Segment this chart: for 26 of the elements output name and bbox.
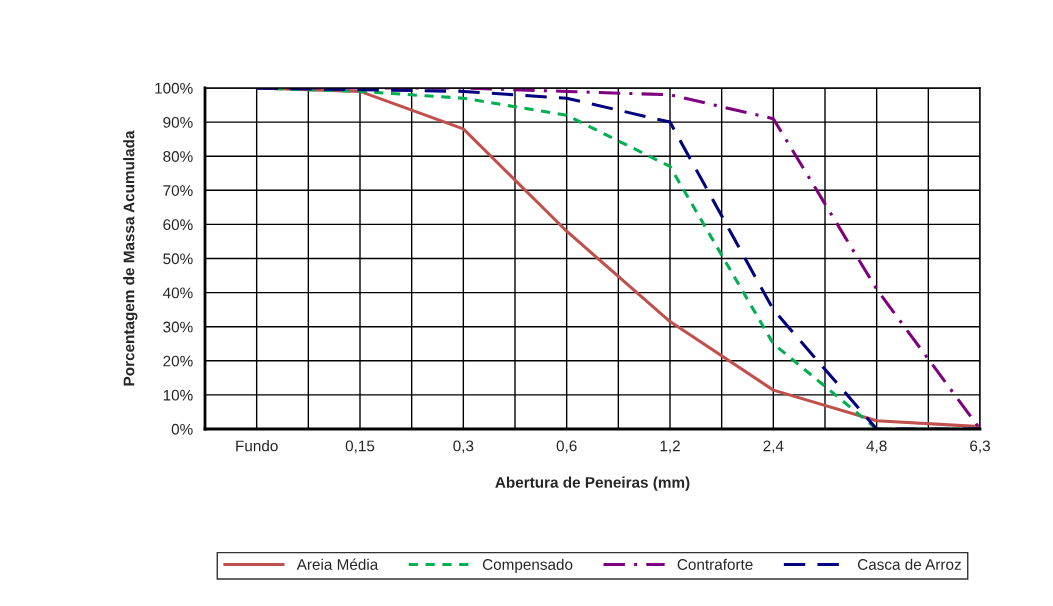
y-tick-label: 40% xyxy=(162,287,193,299)
y-tick-label: 10% xyxy=(163,389,193,401)
x-axis-title: Abertura de Peneiras (mm) xyxy=(495,476,690,491)
y-axis-title: Porcentagem de Massa Acumulada xyxy=(123,130,138,386)
y-tick-label: 90% xyxy=(163,116,193,128)
x-tick-label: 0,3 xyxy=(453,440,474,454)
line-series xyxy=(255,88,980,429)
x-tick-label: 1,2 xyxy=(660,440,680,454)
y-tick-label: 80% xyxy=(163,151,193,162)
legend-label: Areia Média xyxy=(296,558,379,570)
y-tick-label: 0% xyxy=(171,423,193,435)
legend-label: Casca de Arroz xyxy=(857,558,961,570)
x-tick-label: Fundo xyxy=(236,440,278,452)
x-tick-label: 0,15 xyxy=(345,440,375,454)
legend-label: Compensado xyxy=(482,558,573,573)
y-tick-label: 50% xyxy=(163,253,193,265)
x-tick-label: 0,6 xyxy=(556,440,577,454)
y-tick-label: 60% xyxy=(163,219,193,231)
y-tick-label: 100% xyxy=(155,82,193,94)
legend-label: Contraforte xyxy=(677,558,753,570)
x-tick-label: 6,3 xyxy=(970,440,990,454)
y-tick-label: 20% xyxy=(163,355,193,367)
y-tick-label: 70% xyxy=(163,185,193,196)
x-tick-label: 4,8 xyxy=(866,440,887,454)
x-tick-label: 2,4 xyxy=(763,440,784,454)
y-tick-label: 30% xyxy=(163,321,193,333)
